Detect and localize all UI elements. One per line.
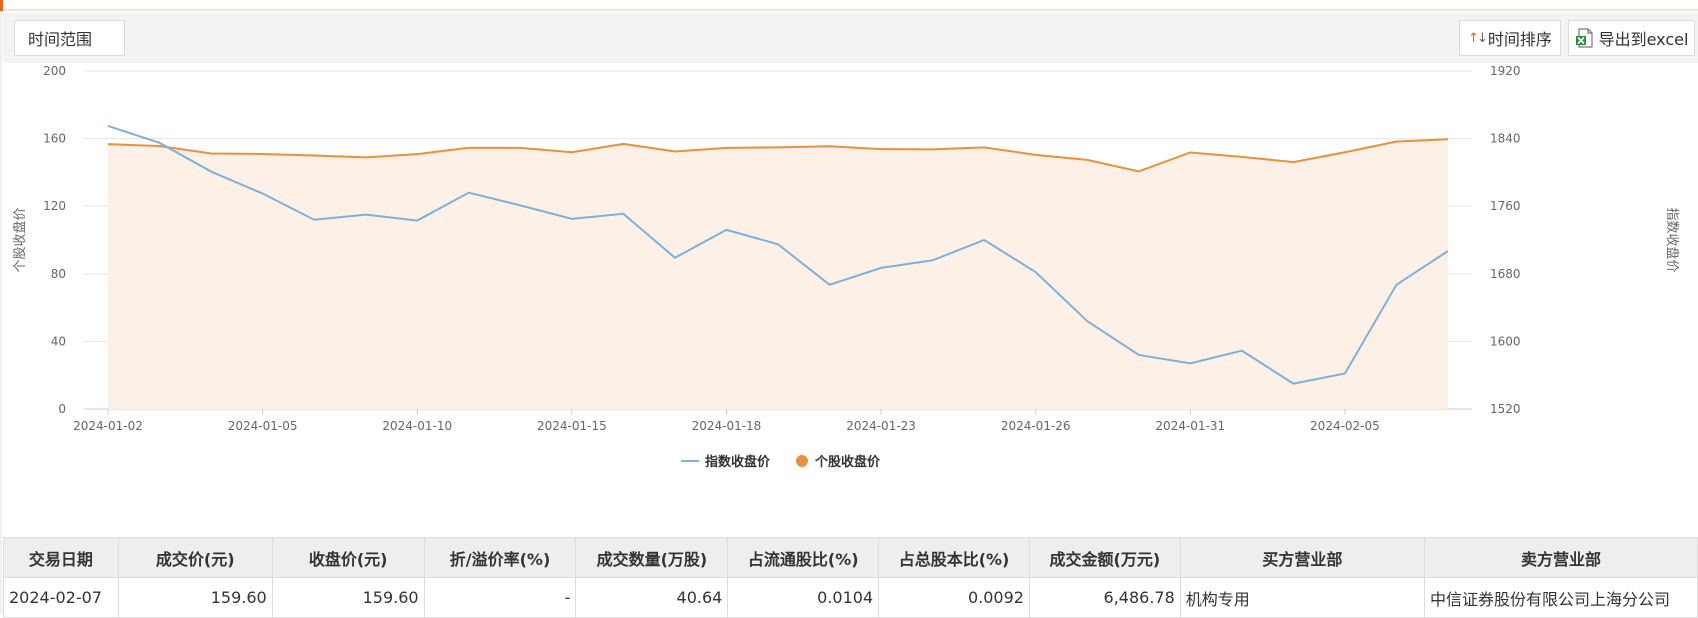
toolbar: 时间范围 ↑↓ 时间排序 导出到excel xyxy=(3,13,1698,63)
y-left-axis-title: 个股收盘价 xyxy=(12,207,28,272)
stock-price-area xyxy=(108,139,1448,409)
section-header-strip xyxy=(0,0,1698,11)
table-row[interactable]: 2024-02-07 159.60 159.60 - 40.64 0.0104 … xyxy=(3,577,1698,618)
y-left-tick-label: 200 xyxy=(43,64,66,78)
y-right-tick-label: 1760 xyxy=(1490,199,1521,213)
y-right-tick-label: 1840 xyxy=(1490,132,1521,146)
cell-total-ratio: 0.0092 xyxy=(878,577,1030,618)
time-range-label: 时间范围 xyxy=(28,30,93,49)
price-chart: 0 1520 40 1600 80 1680 120 1760 160 1840 200 1920 个股… xyxy=(0,63,1698,523)
x-tick-label: 2024-01-18 xyxy=(692,419,762,433)
header-float-ratio[interactable]: 占流通股比(%) xyxy=(727,537,880,578)
y-right-tick-label: 1520 xyxy=(1490,402,1521,416)
index-price-line xyxy=(107,124,1449,385)
legend-stock-label: 个股收盘价 xyxy=(814,454,881,470)
header-total-ratio[interactable]: 占总股本比(%) xyxy=(878,537,1030,578)
cell-amount: 6,486.78 xyxy=(1028,577,1181,618)
x-tick-label: 2024-01-31 xyxy=(1155,419,1225,433)
header-seller[interactable]: 卖方营业部 xyxy=(1424,537,1698,578)
time-sort-label: 时间排序 xyxy=(1487,30,1552,49)
x-tick-label: 2024-02-05 xyxy=(1310,419,1380,433)
x-tick-label: 2024-01-02 xyxy=(73,419,143,433)
y-left-tick-label: 160 xyxy=(43,132,66,146)
export-excel-button[interactable]: 导出到excel xyxy=(1568,20,1695,56)
price-chart-svg: 0 1520 40 1600 80 1680 120 1760 160 1840 200 1920 个股… xyxy=(12,64,1680,470)
header-volume[interactable]: 成交数量(万股) xyxy=(575,537,729,578)
block-trade-table: 交易日期 成交价(元) 收盘价(元) 折/溢价率(%) 成交数量(万股) 占流通… xyxy=(3,537,1698,618)
x-tick-label: 2024-01-05 xyxy=(228,419,298,433)
y-right-tick-label: 1680 xyxy=(1490,267,1521,281)
x-tick-label: 2024-01-26 xyxy=(1001,419,1071,433)
excel-file-icon xyxy=(1575,28,1593,48)
y-right-axis-title: 指数收盘价 xyxy=(1664,207,1680,272)
header-deal-price[interactable]: 成交价(元) xyxy=(117,537,273,578)
cell-buyer[interactable]: 机构专用 xyxy=(1179,577,1426,618)
y-left-tick-label: 80 xyxy=(51,267,66,281)
y-left-tick-label: 40 xyxy=(51,334,66,348)
header-buyer[interactable]: 买方营业部 xyxy=(1179,537,1426,578)
cell-seller[interactable]: 中信证券股份有限公司上海分公司 xyxy=(1424,577,1698,618)
x-tick-label: 2024-01-10 xyxy=(382,419,452,433)
stock-price-line xyxy=(107,138,1449,173)
y-right-tick-label: 1600 xyxy=(1490,334,1521,348)
y-left-tick-label: 120 xyxy=(43,199,66,213)
export-excel-label: 导出到excel xyxy=(1598,30,1689,49)
time-sort-button[interactable]: ↑↓ 时间排序 xyxy=(1459,20,1561,56)
y-right-tick-label: 1920 xyxy=(1490,64,1521,78)
header-trade-date[interactable]: 交易日期 xyxy=(3,537,119,578)
cell-close-price: 159.60 xyxy=(271,577,425,618)
header-premium-rate[interactable]: 折/溢价率(%) xyxy=(423,537,577,578)
cell-float-ratio: 0.0104 xyxy=(727,577,880,618)
header-close-price[interactable]: 收盘价(元) xyxy=(271,537,425,578)
legend-stock-marker xyxy=(796,455,808,467)
cell-volume: 40.64 xyxy=(575,577,729,618)
section-accent-bar xyxy=(0,0,3,11)
table-header-row: 交易日期 成交价(元) 收盘价(元) 折/溢价率(%) 成交数量(万股) 占流通… xyxy=(3,537,1698,578)
x-tick-label: 2024-01-23 xyxy=(846,419,916,433)
header-amount[interactable]: 成交金额(万元) xyxy=(1028,537,1181,578)
page-left-border xyxy=(0,0,2,614)
y-left-tick-label: 0 xyxy=(58,402,66,416)
legend-index-label: 指数收盘价 xyxy=(705,454,771,470)
time-range-button[interactable]: 时间范围 xyxy=(14,20,125,56)
cell-premium-rate: - xyxy=(423,577,577,618)
sort-arrows-icon: ↑↓ xyxy=(1468,30,1488,46)
cell-trade-date: 2024-02-07 xyxy=(3,577,119,618)
x-tick-label: 2024-01-15 xyxy=(537,419,607,433)
cell-deal-price: 159.60 xyxy=(117,577,273,618)
